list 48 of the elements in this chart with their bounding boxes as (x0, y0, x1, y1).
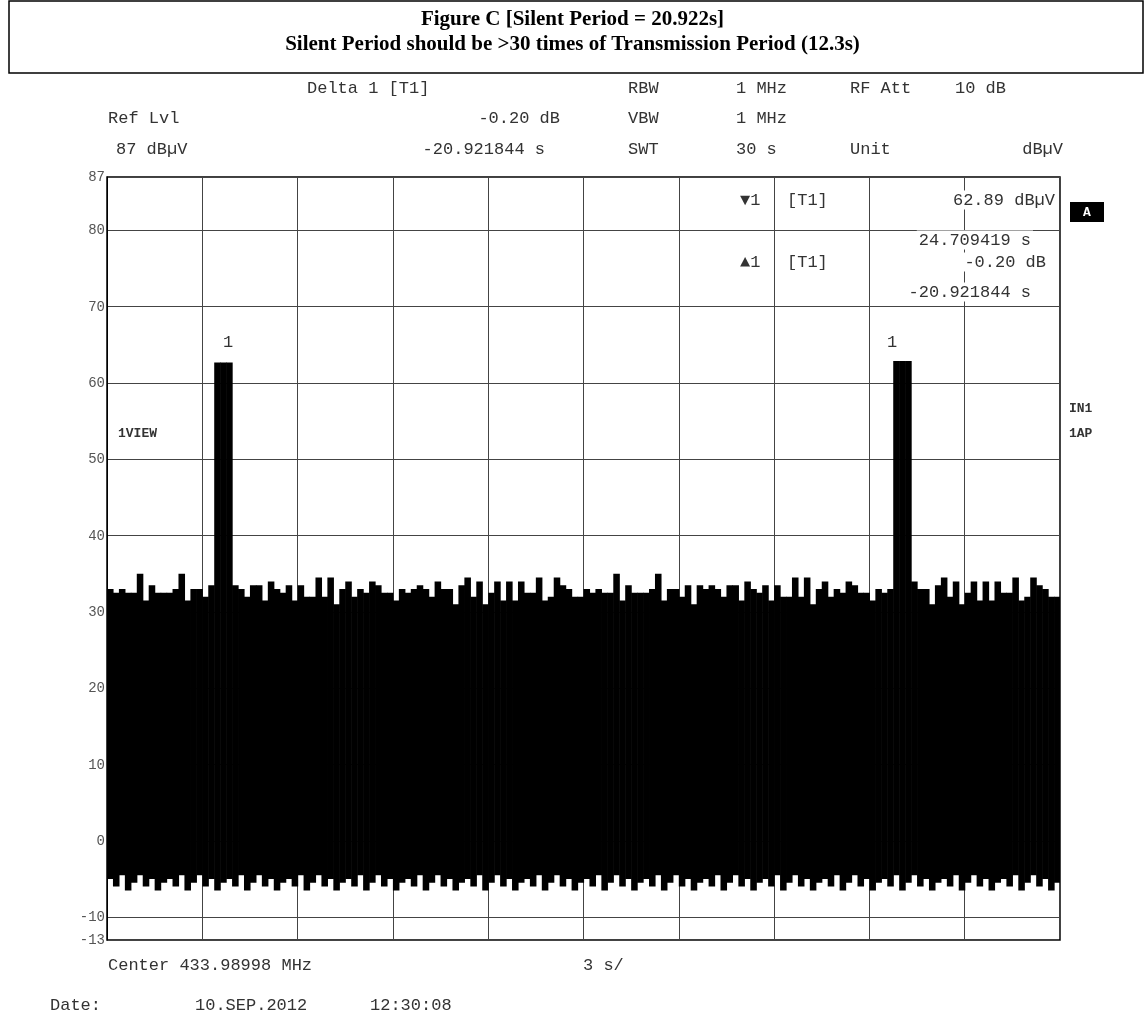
text: -20.921844 s (422, 139, 545, 159)
annotation: -0.20 dB (964, 252, 1046, 272)
text: Delta 1 [T1] (307, 78, 430, 98)
text: SWT (628, 139, 659, 159)
annotation: 1 (222, 332, 234, 352)
text: Ref Lvl (108, 108, 180, 128)
text: -0.20 dB (478, 108, 560, 128)
y-tick-label: 30 (88, 603, 105, 620)
text: Date: (50, 995, 102, 1015)
text: 1 MHz (736, 108, 788, 128)
text: IN1 (1069, 400, 1093, 416)
annotation: [T1] (787, 190, 828, 210)
y-tick-label: 10 (88, 756, 105, 773)
y-tick-label: -10 (79, 909, 105, 926)
annotation: 24.709419 s (918, 230, 1031, 250)
y-tick-label: 50 (88, 451, 105, 468)
annotation: ▲1 (740, 252, 761, 272)
text: 10 dB (955, 78, 1007, 98)
text: 1 MHz (736, 78, 788, 98)
annotation: ▼1 (740, 190, 761, 210)
text: Unit (850, 139, 891, 159)
chart-title: Figure C [Silent Period = 20.922s] (420, 5, 725, 30)
text: 10.SEP.2012 (195, 995, 308, 1015)
y-tick-label: 20 (88, 680, 105, 697)
text: 30 s (736, 139, 777, 159)
text: 87 dBµV (116, 139, 189, 159)
text: 1AP (1069, 425, 1093, 441)
annotation: [T1] (787, 252, 828, 272)
y-tick-label: 70 (88, 298, 105, 315)
y-tick-label: 0 (96, 832, 105, 849)
y-tick-label: 60 (88, 375, 105, 392)
text: Center 433.98998 MHz (108, 955, 313, 975)
text: dBµV (1022, 139, 1064, 159)
annotation: 62.89 dBµV (952, 190, 1056, 210)
text: RF Att (850, 78, 912, 98)
y-tick-label: -13 (79, 932, 105, 948)
text: VBW (628, 108, 660, 128)
annotation: 1 (886, 332, 898, 352)
text: 3 s/ (583, 955, 624, 975)
chart-subtitle: Silent Period should be >30 times of Transmission Period (12.3s) (285, 30, 860, 55)
y-tick-label: 80 (88, 222, 105, 239)
annotation: 1VIEW (118, 425, 158, 441)
y-tick-label: 87 (88, 169, 105, 185)
text: A (1083, 204, 1092, 220)
text: RBW (628, 78, 660, 98)
y-tick-label: 40 (88, 527, 105, 544)
annotation: -20.921844 s (908, 282, 1031, 302)
text: 12:30:08 (370, 995, 452, 1015)
